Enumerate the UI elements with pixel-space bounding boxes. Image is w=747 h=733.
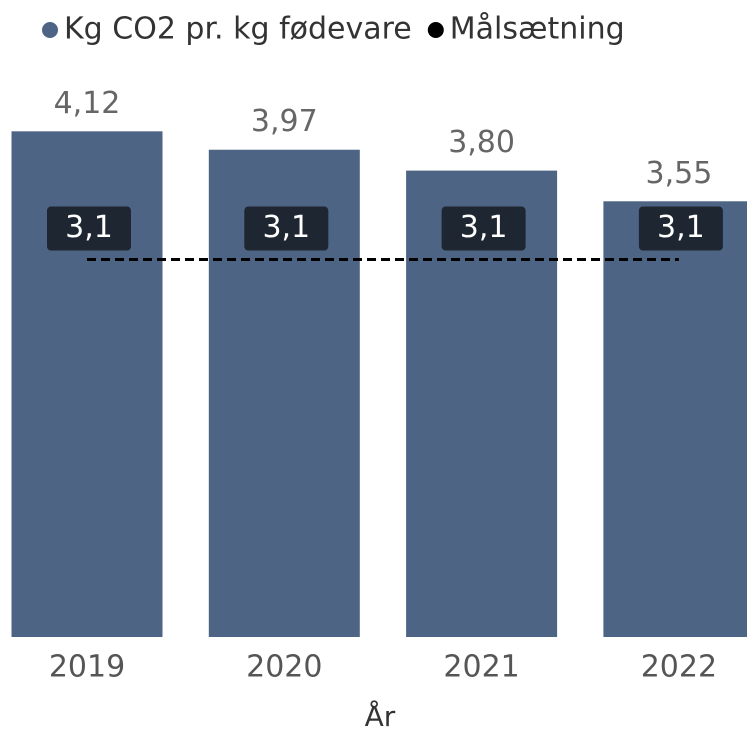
data-label: 3,1 — [262, 210, 310, 245]
legend-label: Kg CO2 pr. kg fødevare — [64, 12, 412, 47]
data-label-box — [244, 206, 329, 251]
data-label-box — [441, 206, 526, 251]
data-label: 4,12 — [54, 86, 121, 121]
data-label: 3,97 — [251, 104, 318, 139]
legend-label: Målsætning — [450, 12, 625, 47]
data-label: 3,1 — [65, 210, 113, 245]
data-label-box — [47, 206, 131, 251]
x-tick-label: 2022 — [641, 650, 717, 685]
x-tick-label: 2019 — [49, 650, 125, 685]
data-label: 3,1 — [657, 210, 705, 245]
data-label: 3,80 — [448, 125, 515, 160]
bar — [603, 201, 747, 637]
x-tick-label: 2020 — [246, 650, 322, 685]
legend-marker — [42, 22, 58, 38]
legend-marker — [427, 22, 444, 38]
data-label: 3,1 — [460, 210, 508, 245]
x-tick-label: 2021 — [443, 650, 519, 685]
x-axis-label: År — [365, 699, 396, 733]
data-label-box — [638, 206, 723, 251]
data-label: 3,55 — [646, 156, 713, 191]
